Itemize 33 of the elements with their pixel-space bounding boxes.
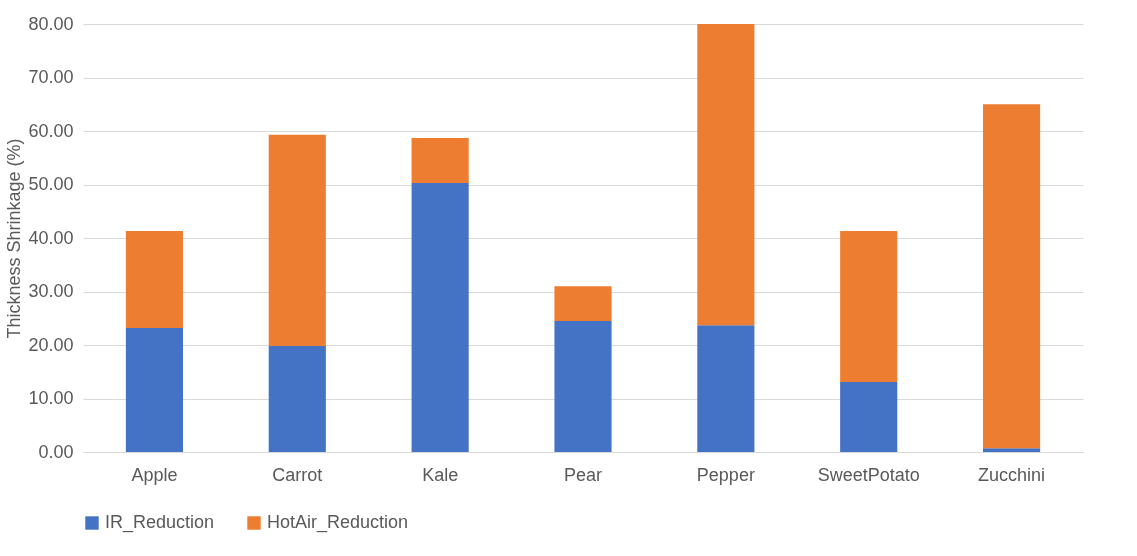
legend-label: HotAir_Reduction [267, 512, 409, 533]
bar [554, 286, 612, 321]
y-tick-label: 0.00 [38, 441, 74, 462]
bar [554, 320, 612, 452]
bar [983, 104, 1041, 449]
bar [840, 231, 898, 382]
x-tick-label: Kale [422, 464, 459, 485]
bar [125, 231, 183, 328]
bar [125, 327, 183, 452]
x-tick-label: Zucchini [978, 464, 1046, 485]
y-axis-title: Thickness Shrinkage (%) [4, 138, 25, 339]
bar [411, 137, 469, 183]
legend-label: IR_Reduction [105, 512, 215, 533]
y-tick-label: 40.00 [28, 227, 74, 248]
bar [840, 381, 898, 452]
x-tick-label: SweetPotato [817, 464, 920, 485]
y-tick-label: 10.00 [28, 388, 74, 408]
x-tick-label: Carrot [272, 464, 323, 485]
y-tick-label: 20.00 [28, 334, 74, 355]
y-tick-label: 30.00 [28, 281, 74, 301]
x-tick-label: Apple [131, 464, 178, 485]
bar [697, 325, 755, 452]
y-tick-label: 80.00 [28, 13, 74, 34]
bar [697, 24, 755, 326]
y-tick-label: 60.00 [28, 120, 74, 141]
x-tick-label: Pear [563, 464, 603, 485]
bar [268, 134, 326, 347]
x-tick-label: Pepper [696, 464, 755, 485]
y-tick-label: 70.00 [28, 67, 74, 87]
bar [411, 182, 469, 452]
bar [268, 346, 326, 452]
bar [983, 448, 1041, 452]
y-tick-label: 50.00 [28, 174, 74, 194]
